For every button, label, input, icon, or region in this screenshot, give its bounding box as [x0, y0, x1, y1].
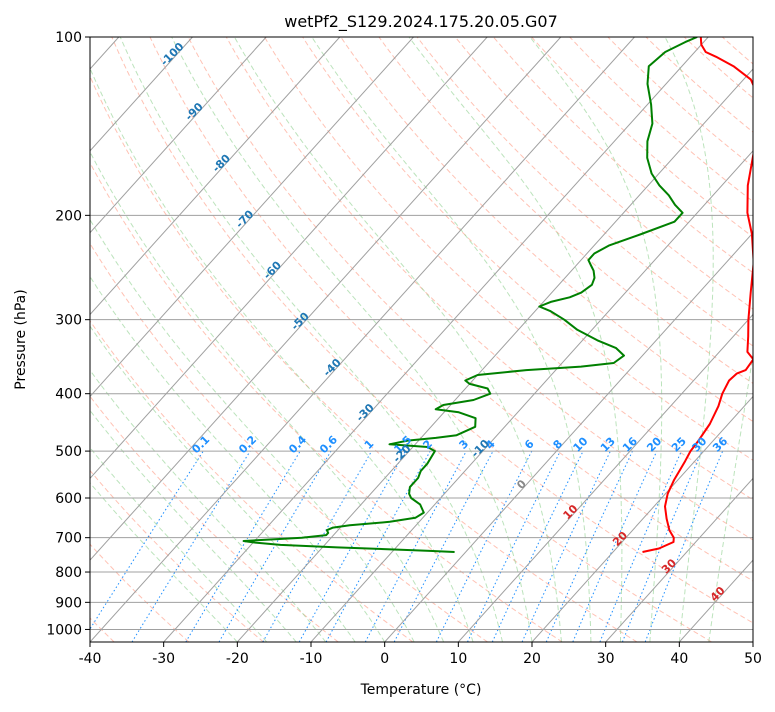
- moist-adiabat: [0, 37, 355, 642]
- x-tick-label: 50: [744, 651, 762, 667]
- dry-adiabat-label: -60: [261, 258, 284, 281]
- dry-adiabat-label: 30: [659, 556, 679, 576]
- dry-adiabat: [0, 37, 413, 642]
- dry-adiabat: [226, 37, 775, 642]
- y-tick-label: 400: [55, 387, 82, 403]
- y-tick-label: 1000: [46, 622, 82, 638]
- dry-adiabat-label: 10: [561, 502, 581, 522]
- mixing-ratio-line: [82, 451, 204, 642]
- dry-adiabat: [532, 37, 775, 642]
- isotherm-line: [679, 37, 775, 642]
- dry-adiabat-label: -50: [289, 310, 312, 333]
- mixing-ratio-label: 1: [362, 437, 377, 452]
- dry-adiabat: [684, 37, 775, 642]
- y-tick-label: 900: [55, 595, 82, 611]
- isotherm-line: [16, 37, 561, 642]
- mixing-ratio-line: [132, 451, 250, 642]
- chart-title: wetPf2_S129.2024.175.20.05.G07: [284, 12, 558, 32]
- grid: [0, 37, 775, 642]
- y-tick-label: 100: [55, 30, 82, 46]
- isotherm-line: [606, 37, 775, 642]
- moist-adiabat: [172, 37, 532, 642]
- dry-adiabat-label: -100: [158, 40, 187, 69]
- mixing-ratio-line: [645, 451, 723, 642]
- dry-adiabat: [0, 37, 264, 642]
- mixing-ratio-label: 0.6: [317, 433, 340, 456]
- x-axis-label: Temperature (°C): [360, 682, 482, 698]
- dry-adiabat-label: -90: [183, 100, 206, 123]
- y-tick-label: 200: [55, 208, 82, 224]
- isotherm-line: [311, 37, 775, 642]
- dry-adiabat-label: 40: [708, 584, 728, 604]
- x-tick-label: -10: [300, 651, 323, 667]
- y-axis-label: Pressure (hPa): [13, 289, 29, 389]
- moist-adiabat: [0, 37, 326, 642]
- mixing-ratio-line: [600, 451, 682, 642]
- y-tick-label: 500: [55, 444, 82, 460]
- x-tick-label: -40: [79, 651, 102, 667]
- mixing-ratio-label: 0.4: [286, 433, 309, 456]
- isotherm-line: [0, 37, 414, 642]
- dry-adiabat-label: -70: [233, 207, 256, 230]
- temperature-profile-line: [643, 37, 761, 552]
- moist-adiabat: [665, 37, 713, 642]
- dry-adiabat: [0, 37, 338, 642]
- dry-adiabat-label: -80: [210, 152, 233, 175]
- moist-adiabat: [41, 37, 444, 642]
- mixing-ratio-label: 8: [551, 437, 566, 452]
- mixing-ratio-line: [186, 451, 300, 642]
- dry-adiabat: [303, 37, 775, 642]
- mixing-ratio-line: [468, 451, 561, 642]
- moist-adiabat: [709, 37, 775, 642]
- x-tick-label: 0: [380, 651, 389, 667]
- x-tick-label: 40: [670, 651, 688, 667]
- mixing-ratio-label: 10: [571, 434, 591, 454]
- x-tick-label: 30: [597, 651, 615, 667]
- dry-adiabat-label: -40: [321, 356, 344, 379]
- mixing-ratio-line: [522, 451, 610, 642]
- y-ticks: 1000 900 800 700 600 500 400 300 200 100: [46, 30, 90, 638]
- moist-adiabat: [0, 37, 385, 642]
- isotherm-line: [458, 37, 775, 642]
- dry-adiabat: [493, 37, 775, 642]
- moist-adiabat: [0, 37, 296, 642]
- dry-adiabat: [608, 37, 775, 642]
- mixing-ratio-label: 13: [598, 435, 618, 455]
- dewpoint-profile-line: [244, 37, 697, 552]
- dry-adiabat-label: -30: [354, 401, 377, 424]
- dry-adiabat-label: 20: [610, 529, 630, 549]
- mixing-ratio-line: [492, 451, 583, 642]
- mixing-ratio-line: [573, 451, 657, 642]
- x-tick-label: 20: [523, 651, 541, 667]
- x-tick-label: -30: [152, 651, 175, 667]
- y-tick-label: 800: [55, 565, 82, 581]
- isotherm-line: [753, 37, 775, 642]
- background-lines: [0, 37, 775, 642]
- y-tick-label: 700: [55, 531, 82, 547]
- mixing-ratio-label: 0.1: [189, 433, 212, 456]
- x-ticks: -40 -30 -20 -10 0 10 20 30 40 50: [79, 642, 762, 667]
- moist-adiabat: [9, 37, 414, 642]
- dry-adiabat: [455, 37, 775, 642]
- mixing-ratio-line: [326, 451, 430, 642]
- mixing-ratio-label: 6: [522, 437, 537, 452]
- y-tick-label: 300: [55, 313, 82, 329]
- dry-adiabat: [265, 37, 775, 642]
- y-tick-label: 600: [55, 491, 82, 507]
- x-tick-label: 10: [449, 651, 467, 667]
- x-tick-label: -20: [226, 651, 249, 667]
- dry-adiabat: [761, 37, 775, 642]
